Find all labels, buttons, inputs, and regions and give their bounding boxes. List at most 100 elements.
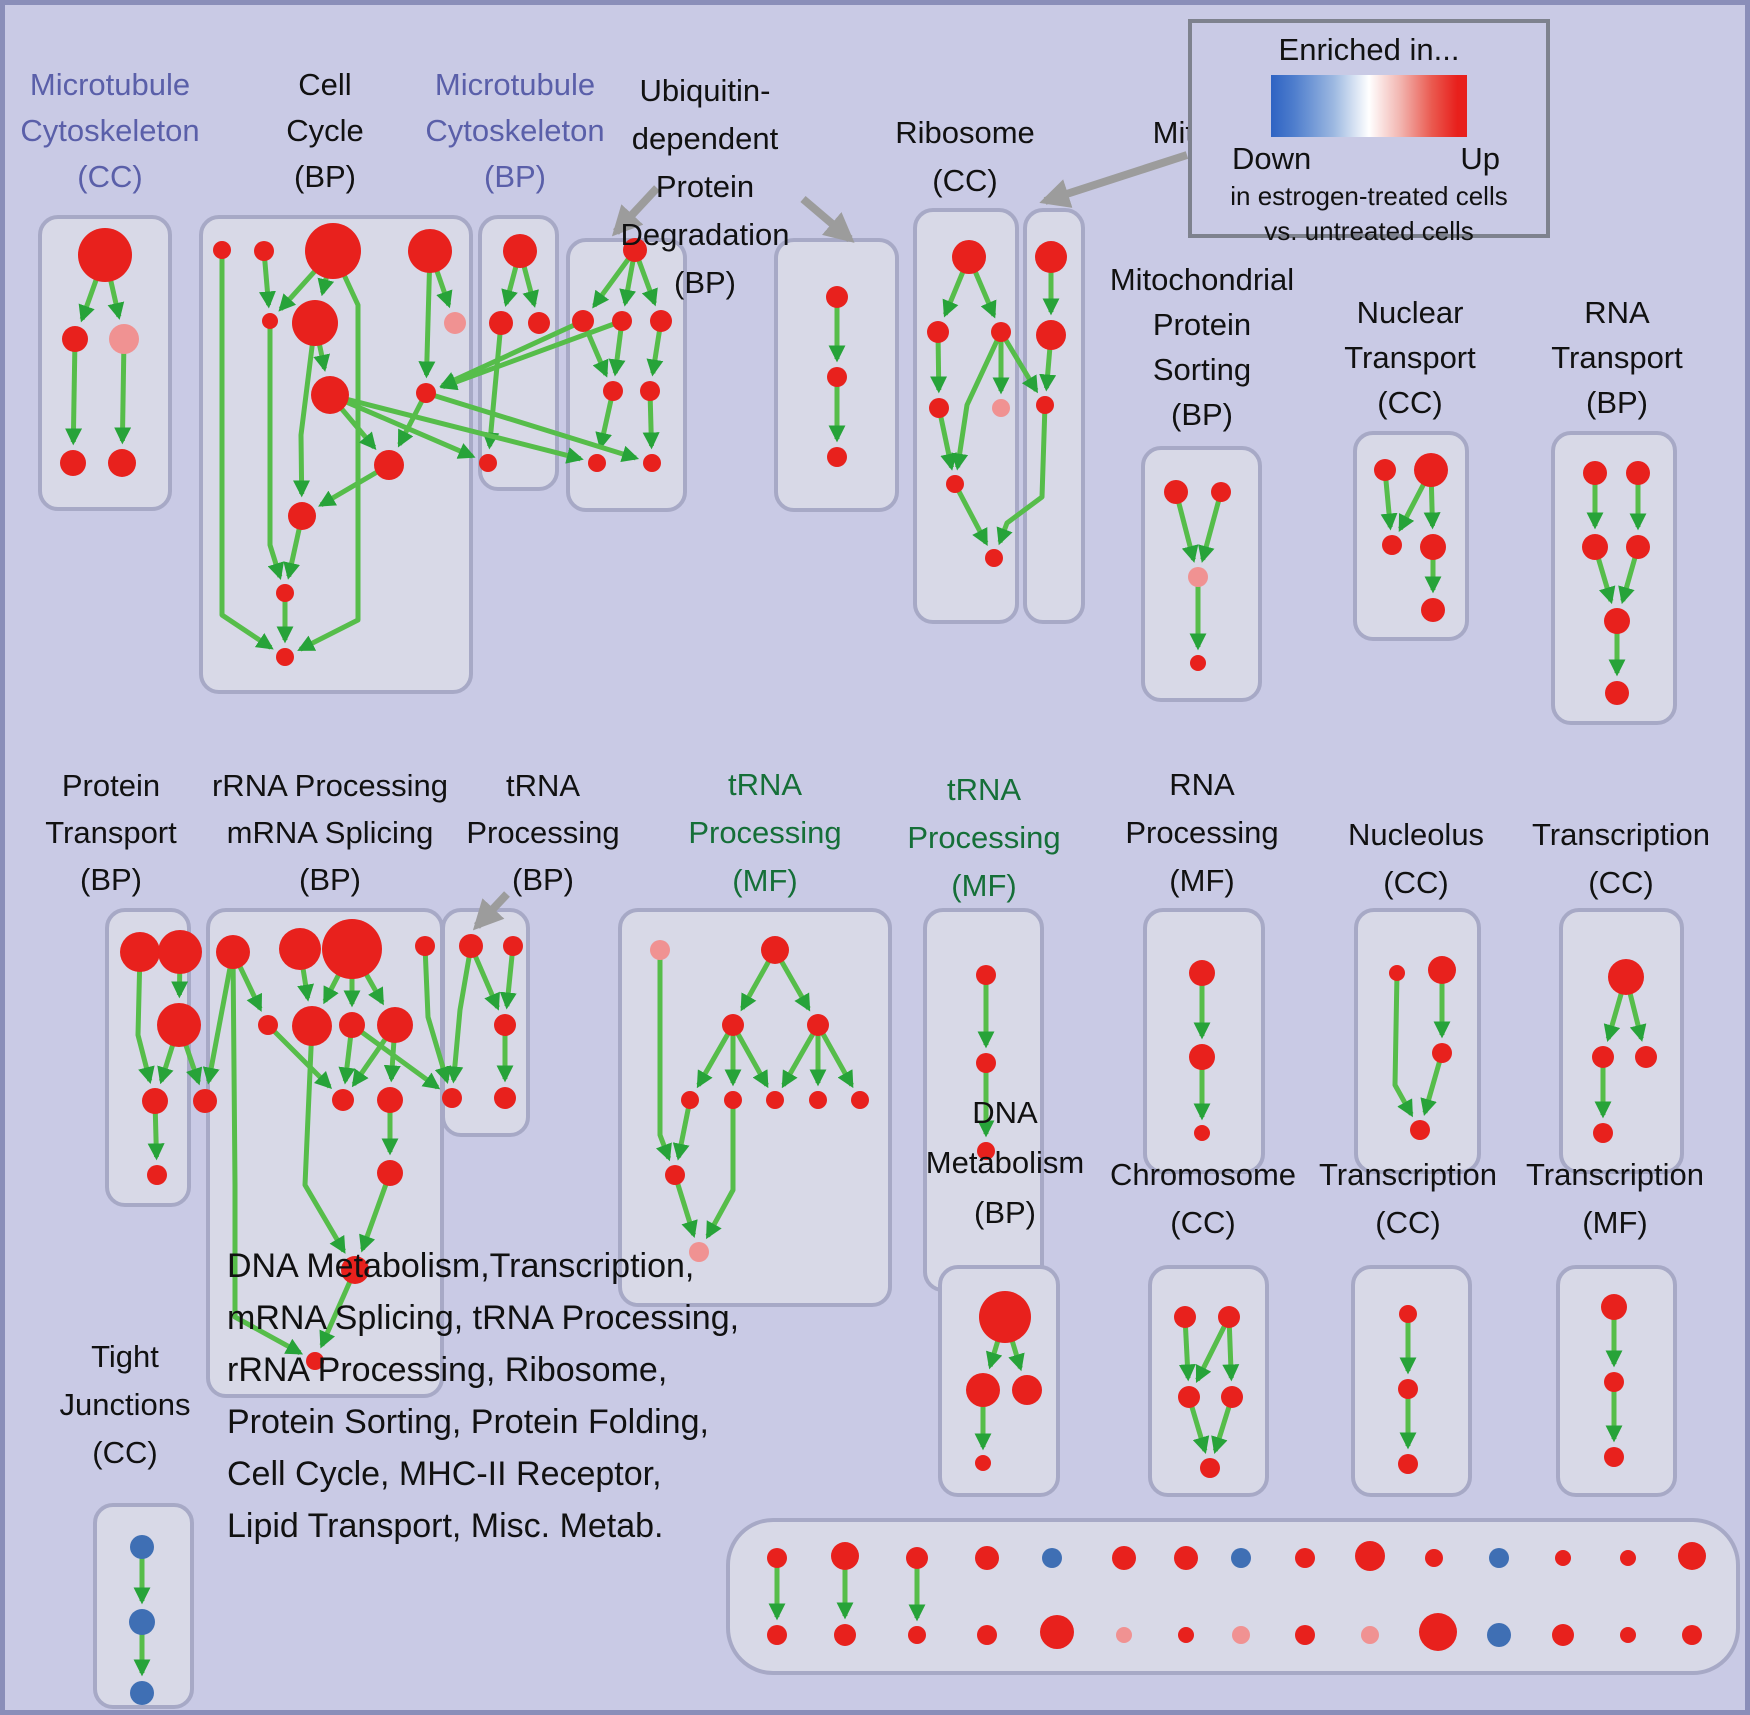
go-term-node-rrna-processing-mrna-splicing-bp-4	[258, 1015, 278, 1035]
go-term-node-cell-cycle-bp-3	[408, 229, 452, 273]
go-term-node-misc-pathways-box-29	[1682, 1625, 1702, 1645]
go-term-node-rrna-processing-mrna-splicing-bp-12	[306, 1352, 324, 1370]
go-term-node-protein-transport-bp-4	[147, 1165, 167, 1185]
go-term-node-dna-metabolism-bp-0	[979, 1291, 1031, 1343]
go-term-node-ribosome-cc-4	[992, 399, 1010, 417]
go-term-node-misc-pathways-box-17	[1295, 1625, 1315, 1645]
go-term-node-transcription-cc-bottom-2	[1398, 1454, 1418, 1474]
go-term-node-trna-processing-bp-2	[494, 1014, 516, 1036]
go-term-node-dna-metabolism-bp-3	[975, 1455, 991, 1471]
go-term-node-mitochondrial-protein-sorting-bp-1	[1211, 482, 1231, 502]
go-term-node-trna-processing-mf-1-5	[724, 1091, 742, 1109]
go-term-node-ubiquitin-degradation-cluster-1-5	[640, 381, 660, 401]
cluster-label-cell-cycle-bp: Cell Cycle (BP)	[286, 67, 364, 194]
cluster-box-ubiquitin-degradation-cluster-1	[566, 238, 687, 512]
go-term-node-cell-cycle-bp-11	[276, 584, 294, 602]
edge-chromosome-cc-1	[1195, 1315, 1232, 1384]
ubiquitin-degradation-label: Ubiquitin-dependent Protein Degradation (BP…	[621, 73, 790, 300]
edge-trna-processing-mf-1-0	[655, 950, 672, 1162]
go-term-node-rrna-processing-mrna-splicing-bp-2	[322, 919, 382, 979]
edge-trna-processing-bp-1	[499, 945, 517, 1010]
go-term-node-misc-pathways-box-18	[1355, 1541, 1385, 1571]
go-term-node-microtubule-cytoskeleton-bp-0	[503, 234, 537, 268]
go-term-node-misc-pathways-box-20	[1425, 1549, 1443, 1567]
go-term-node-tight-junctions-cc-2	[130, 1681, 154, 1705]
edge-nucleolus-cc-0	[1392, 972, 1414, 1118]
edge-cell-cycle-bp-4	[297, 249, 361, 652]
edge-ribosome-cc-5	[951, 330, 1004, 471]
go-term-node-ubiquitin-degradation-cluster-1-0	[623, 238, 647, 262]
go-term-node-cell-cycle-bp-9	[374, 450, 404, 480]
go-term-node-rna-transport-bp-3	[1626, 535, 1650, 559]
go-term-node-transcription-mf-0	[1601, 1294, 1627, 1320]
go-term-node-microtubule-cytoskeleton-cc-0	[78, 228, 132, 282]
cluster-box-nuclear-transport-cc	[1353, 431, 1469, 641]
go-term-node-misc-pathways-box-12	[1174, 1546, 1198, 1570]
legend-box: Enriched in... Down Up in estrogen-treat…	[1188, 19, 1550, 246]
go-term-node-mitochondrial-protein-sorting-bp-3	[1190, 655, 1206, 671]
go-term-node-rna-transport-bp-4	[1604, 608, 1630, 634]
cross-edge-3	[439, 318, 585, 388]
go-term-node-microtubule-cytoskeleton-bp-3	[479, 454, 497, 472]
go-term-node-rrna-processing-mrna-splicing-bp-5	[292, 1006, 332, 1046]
go-term-node-cell-cycle-bp-8	[416, 383, 436, 403]
legend-down-label: Down	[1232, 141, 1312, 176]
go-term-node-rrna-processing-mrna-splicing-bp-9	[377, 1087, 403, 1113]
go-term-node-microtubule-cytoskeleton-bp-2	[528, 312, 550, 334]
edge-trna-processing-mf-1-5	[730, 1023, 769, 1089]
go-term-node-chromosome-cc-4	[1200, 1458, 1220, 1478]
go-term-node-misc-pathways-box-23	[1487, 1623, 1511, 1647]
go-term-node-trna-processing-mf-1-0	[650, 940, 670, 960]
cluster-box-rna-transport-bp	[1551, 431, 1677, 725]
go-term-node-mitochondrial-protein-sorting-bp-2	[1188, 567, 1208, 587]
edge-cell-cycle-bp-8	[293, 322, 318, 498]
go-term-node-rrna-processing-mrna-splicing-bp-3	[415, 936, 435, 956]
edge-microtubule-cytoskeleton-cc-3	[114, 338, 132, 445]
go-term-node-microtubule-cytoskeleton-cc-1	[62, 326, 88, 352]
cluster-label-protein-transport-bp: Protein Transport (BP)	[45, 768, 177, 897]
go-term-node-chromosome-cc-0	[1174, 1306, 1196, 1328]
go-term-node-rrna-processing-mrna-splicing-bp-11	[341, 1256, 369, 1284]
cluster-label-trna-processing-mf-2: tRNA Processing (MF)	[907, 772, 1060, 903]
cluster-label-rna-transport-bp: RNA Transport (BP)	[1551, 295, 1683, 420]
go-term-node-ribosome-cc-3	[929, 398, 949, 418]
go-term-node-ubiquitin-degradation-cluster-1-6	[588, 454, 606, 472]
go-term-node-ubiquitin-degradation-cluster-2-2	[827, 447, 847, 467]
go-term-node-nucleolus-cc-0	[1389, 965, 1405, 981]
go-term-node-misc-pathways-box-9	[1040, 1615, 1074, 1649]
cluster-label-chromosome-cc: Chromosome (CC)	[1110, 1157, 1296, 1240]
cluster-label-transcription-cc-mid: Transcription (CC)	[1532, 817, 1710, 900]
go-term-node-misc-pathways-box-25	[1552, 1624, 1574, 1646]
go-term-node-ribosome-cc-5	[946, 475, 964, 493]
go-term-node-rrna-processing-mrna-splicing-bp-7	[377, 1007, 413, 1043]
go-term-node-rna-processing-mf-1	[1189, 1044, 1215, 1070]
go-term-node-transcription-mf-1	[1604, 1372, 1624, 1392]
cross-edge-0	[329, 392, 476, 459]
go-term-node-trna-processing-mf-2-2	[977, 1142, 995, 1160]
edge-trna-processing-mf-1-11	[705, 1100, 736, 1240]
edge-trna-processing-mf-1-8	[815, 1023, 854, 1089]
cluster-label-nuclear-transport-cc: Nuclear Transport (CC)	[1344, 295, 1476, 420]
go-term-node-ubiquitin-degradation-cluster-1-2	[612, 311, 632, 331]
go-term-node-trna-processing-mf-1-10	[689, 1242, 709, 1262]
go-term-node-transcription-cc-mid-0	[1608, 959, 1644, 995]
go-term-node-misc-pathways-box-19	[1361, 1626, 1379, 1644]
go-term-node-ubiquitin-degradation-cluster-2-1	[827, 367, 847, 387]
go-term-node-rna-transport-bp-5	[1605, 681, 1629, 705]
go-term-node-trna-processing-mf-1-2	[722, 1014, 744, 1036]
go-term-node-cell-cycle-bp-4	[262, 313, 278, 329]
go-term-node-cell-cycle-bp-0	[213, 241, 231, 259]
legend-context-line1: in estrogen-treated cells	[1230, 181, 1508, 211]
cluster-box-transcription-cc-mid	[1559, 908, 1684, 1174]
go-term-node-trna-processing-bp-1	[503, 936, 523, 956]
go-term-node-rrna-processing-mrna-splicing-bp-6	[339, 1012, 365, 1038]
cross-edge-2	[425, 390, 640, 463]
go-term-node-rrna-processing-mrna-splicing-bp-13	[193, 1089, 217, 1113]
edge-rrna-processing-mrna-splicing-bp-15	[302, 1025, 346, 1254]
go-term-node-mitochondrion-cc-1	[1036, 320, 1066, 350]
go-term-node-trna-processing-bp-0	[459, 934, 483, 958]
go-term-node-trna-processing-mf-1-3	[807, 1014, 829, 1036]
go-term-node-trna-processing-mf-2-0	[976, 965, 996, 985]
go-term-node-nuclear-transport-cc-2	[1382, 535, 1402, 555]
cross-edge-1	[329, 392, 584, 464]
